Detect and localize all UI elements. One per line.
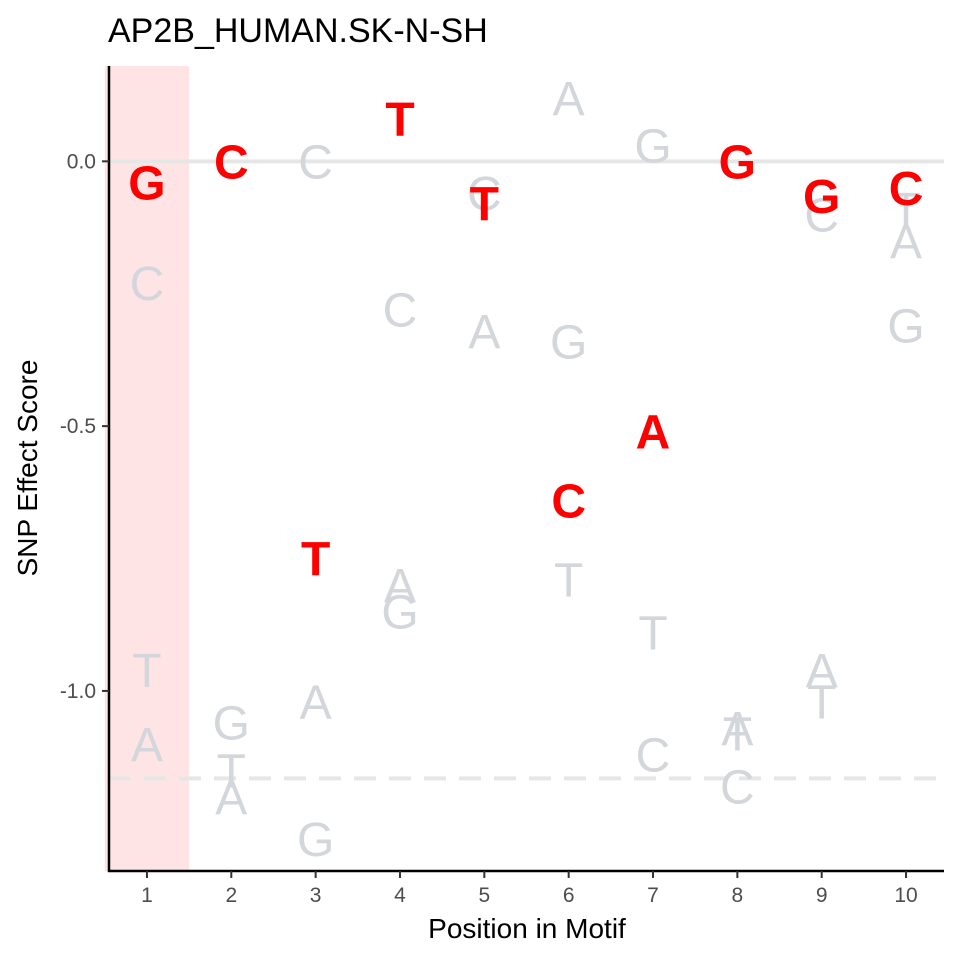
x-axis-title: Position in Motif — [428, 913, 626, 944]
reference-allele-letter: G — [719, 136, 756, 189]
alternative-allele-letter: T — [723, 708, 752, 761]
x-tick-label: 9 — [816, 884, 828, 907]
alternative-allele-letter: A — [215, 772, 247, 825]
reference-allele-letter: T — [301, 534, 330, 587]
reference-allele-letter: C — [551, 475, 586, 528]
alternative-allele-letter: C — [467, 168, 502, 221]
x-tick-label: 6 — [563, 884, 575, 907]
x-tick-label: 1 — [141, 884, 153, 907]
alternative-allele-letter: C — [804, 189, 839, 242]
reference-allele-letter: G — [128, 158, 165, 211]
alternative-allele-letter: T — [132, 645, 161, 698]
reference-allele-letter: A — [636, 406, 671, 459]
alternative-allele-letter: A — [721, 703, 753, 756]
alternative-allele-letter: T — [554, 555, 583, 608]
x-tick-label: 7 — [647, 884, 659, 907]
alternative-allele-letter: C — [383, 285, 418, 338]
x-tick-label: 3 — [310, 884, 322, 907]
highlight-band — [104, 66, 190, 871]
alternative-allele-letter: C — [130, 258, 165, 311]
alternative-allele-letter: A — [553, 73, 585, 126]
alternative-allele-letter: T — [891, 184, 920, 237]
alternative-allele-letter: C — [720, 761, 755, 814]
y-tick-label: -0.5 — [60, 415, 96, 438]
reference-allele-letter: T — [385, 94, 414, 147]
chart-title: AP2B_HUMAN.SK-N-SH — [108, 12, 488, 50]
alternative-allele-letter: A — [384, 560, 416, 613]
alternative-allele-letter: C — [298, 136, 333, 189]
alternative-allele-letter: G — [297, 814, 334, 867]
y-axis-title: SNP Effect Score — [12, 360, 43, 577]
reference-allele-letter: T — [470, 179, 499, 232]
alternative-allele-letter: A — [131, 719, 163, 772]
alternative-allele-letter: A — [300, 677, 332, 730]
alternative-allele-letter: T — [638, 608, 667, 661]
x-tick-label: 8 — [732, 884, 744, 907]
x-tick-label: 5 — [478, 884, 490, 907]
alternative-allele-letter: A — [806, 645, 838, 698]
axes: 0.0 -0.5 -1.0 1 2 3 4 5 6 7 8 9 10 — [60, 66, 944, 907]
reference-allele-letter: C — [214, 136, 249, 189]
alternative-allele-letter: A — [468, 306, 500, 359]
alternative-allele-letter: G — [381, 586, 418, 639]
x-tick-label: 2 — [225, 884, 237, 907]
alternative-allele-letter: T — [217, 745, 246, 798]
alternative-allele-letter: G — [213, 698, 250, 751]
x-tick-label: 4 — [394, 884, 406, 907]
alternative-allele-letter: T — [807, 677, 836, 730]
y-tick-label: 0.0 — [67, 150, 96, 173]
alternative-allele-letter: A — [890, 216, 922, 269]
reference-allele-letter: G — [803, 171, 840, 224]
y-tick-label: -1.0 — [60, 680, 96, 703]
alternative-allele-letter: G — [887, 301, 924, 354]
alternative-allele-letter: G — [634, 120, 671, 173]
x-tick-label: 10 — [894, 884, 917, 907]
alternative-allele-letter: G — [550, 316, 587, 369]
alternative-allele-letter: C — [636, 729, 671, 782]
reference-allele-letter: C — [889, 163, 924, 216]
